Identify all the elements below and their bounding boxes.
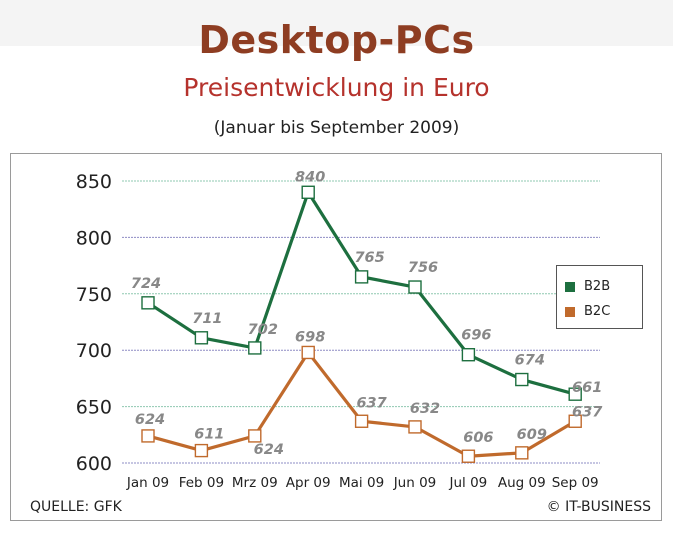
data-point-b2c [568, 414, 582, 428]
data-point-b2b [248, 341, 262, 355]
data-label: 724 [131, 276, 161, 292]
copyright-note: © IT-BUSINESS [546, 499, 651, 515]
legend-label-b2c: B2C [584, 304, 611, 319]
series-line-b2b [147, 190, 576, 396]
data-point-b2c [408, 420, 422, 434]
data-label: 606 [463, 430, 493, 446]
header-band [0, 0, 673, 46]
legend-swatch-b2b [565, 281, 575, 292]
data-label: 702 [248, 322, 278, 338]
data-label: 611 [194, 427, 224, 443]
x-tick-label: Sep 09 [552, 475, 599, 491]
data-label: 637 [572, 404, 603, 420]
data-point-b2c [354, 414, 369, 428]
data-label: 696 [461, 328, 491, 344]
data-point-b2b [141, 296, 155, 310]
legend: B2B B2C [556, 265, 643, 329]
data-label: 661 [572, 380, 602, 396]
y-tick-label: 650 [76, 397, 112, 419]
data-point-b2c [141, 429, 155, 443]
data-label: 632 [410, 401, 440, 417]
data-point-b2c [301, 345, 315, 360]
data-point-b2b [568, 387, 582, 401]
data-point-b2c [461, 449, 476, 463]
data-label: 756 [408, 260, 438, 276]
data-label: 609 [517, 427, 547, 443]
data-label: 637 [356, 395, 387, 411]
x-tick-label: Apr 09 [286, 475, 331, 491]
y-tick-label: 850 [76, 171, 112, 193]
x-tick-label: Jun 09 [393, 475, 437, 491]
data-point-b2b [354, 270, 369, 284]
data-label: 624 [254, 442, 284, 458]
data-point-b2c [515, 446, 529, 460]
y-tick-label: 800 [76, 227, 112, 249]
y-tick-label: 600 [76, 453, 112, 475]
chart-frame [10, 153, 662, 521]
y-tick-label: 750 [76, 284, 112, 306]
x-tick-label: Jul 09 [449, 475, 488, 491]
data-point-b2c [248, 429, 262, 443]
data-point-b2b [461, 348, 476, 362]
data-point-b2b [194, 331, 209, 345]
legend-item-b2c: B2C [565, 304, 610, 319]
legend-label-b2b: B2B [584, 279, 611, 294]
data-point-b2b [408, 280, 422, 294]
chart-period: (Januar bis September 2009) [213, 118, 460, 138]
source-note: QUELLE: GFK [30, 499, 122, 515]
x-tick-label: Feb 09 [179, 475, 224, 491]
x-tick-label: Mrz 09 [232, 475, 278, 491]
x-tick-label: Jan 09 [126, 475, 169, 491]
chart-subtitle: Preisentwicklung in Euro [183, 73, 490, 102]
data-label: 624 [135, 412, 165, 428]
data-point-b2b [301, 185, 315, 199]
data-label: 698 [295, 329, 325, 345]
x-tick-label: Aug 09 [498, 475, 546, 491]
chart-title: Desktop-PCs [198, 18, 475, 62]
legend-item-b2b: B2B [565, 279, 610, 294]
data-label: 711 [192, 311, 222, 327]
data-label: 674 [515, 353, 545, 369]
data-point-b2c [194, 443, 209, 458]
legend-swatch-b2c [565, 306, 575, 317]
x-tick-label: Mai 09 [339, 475, 384, 491]
data-point-b2b [515, 372, 529, 387]
data-label: 765 [354, 250, 384, 266]
y-tick-label: 700 [76, 340, 112, 362]
data-label: 840 [295, 169, 325, 185]
